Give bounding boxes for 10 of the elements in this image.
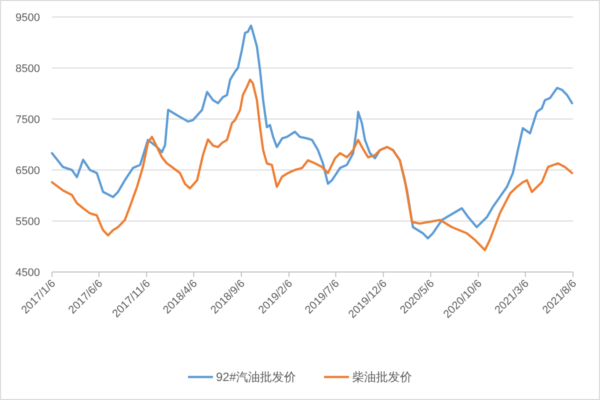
line-series xyxy=(50,24,574,240)
y-tick-label: 7500 xyxy=(16,114,40,126)
legend-label: 92#汽油批发价 xyxy=(216,370,296,384)
legend-label: 柴油批发价 xyxy=(352,370,412,384)
y-tick-label: 4500 xyxy=(16,267,40,279)
y-tick-label: 6500 xyxy=(16,165,40,177)
y-tick-label: 8500 xyxy=(16,63,40,75)
y-tick-label: 5500 xyxy=(16,216,40,228)
y-tick-label: 9500 xyxy=(16,12,40,24)
line-series xyxy=(50,78,574,252)
